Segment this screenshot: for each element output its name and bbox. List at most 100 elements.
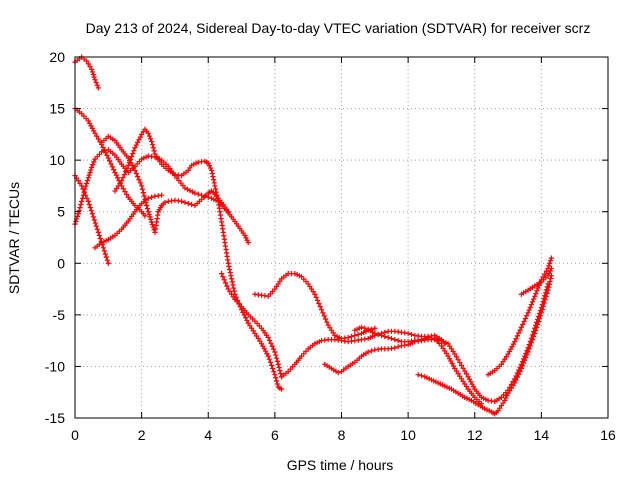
data-point <box>221 277 227 283</box>
data-point <box>372 330 378 337</box>
data-point <box>92 77 98 83</box>
data-point <box>520 321 526 327</box>
data-point <box>211 180 217 186</box>
data-point <box>149 194 155 200</box>
data-point <box>277 367 283 374</box>
data-point <box>135 174 141 180</box>
data-point <box>227 269 233 276</box>
data-point <box>514 333 520 339</box>
data-point <box>548 255 554 261</box>
data-point <box>91 159 97 165</box>
data-point <box>137 134 143 140</box>
data-point <box>243 235 249 241</box>
data-point <box>531 296 537 302</box>
data-point <box>228 273 234 279</box>
data-point <box>368 348 375 354</box>
y-tick-label: 15 <box>49 101 65 117</box>
data-point <box>85 175 91 181</box>
data-point <box>99 149 105 155</box>
data-point <box>119 178 125 184</box>
data-point <box>388 335 395 342</box>
data-point <box>320 310 326 316</box>
data-point <box>81 189 87 195</box>
data-point <box>73 218 79 225</box>
data-point <box>524 313 530 319</box>
data-point <box>375 331 381 338</box>
data-point <box>527 304 533 310</box>
data-point <box>525 349 531 355</box>
data-point <box>242 315 249 321</box>
data-point <box>512 380 518 386</box>
data-point <box>542 271 548 277</box>
data-point <box>136 137 142 143</box>
data-point <box>122 189 128 195</box>
grid-lines <box>75 57 608 418</box>
data-point <box>195 191 201 197</box>
data-markers <box>72 54 554 417</box>
data-point <box>418 337 425 343</box>
data-point <box>209 170 215 177</box>
data-point <box>244 237 250 243</box>
data-point <box>120 186 126 192</box>
data-point <box>84 180 90 186</box>
data-point <box>108 161 114 167</box>
data-point <box>527 343 533 349</box>
data-point <box>228 276 235 282</box>
data-point <box>422 335 428 342</box>
data-point <box>214 195 221 201</box>
data-point <box>546 270 552 276</box>
data-point <box>478 400 485 407</box>
data-point <box>207 165 214 171</box>
data-point <box>245 240 251 246</box>
data-point <box>135 139 141 146</box>
data-point <box>266 337 273 344</box>
data-point <box>137 180 143 186</box>
data-point <box>537 279 543 286</box>
data-point <box>82 186 88 192</box>
data-point <box>270 346 277 352</box>
data-point <box>272 372 278 378</box>
axes: 0 2 4 6 8 10 12 14 16 -15 -10 -5 0 5 10 15 20 <box>45 49 616 443</box>
data-point <box>84 58 90 64</box>
data-point <box>523 354 529 361</box>
data-point <box>140 190 146 196</box>
series-track-9 <box>252 271 378 342</box>
data-point <box>205 160 211 166</box>
x-tick-label: 0 <box>71 427 79 443</box>
series-track-6 <box>99 133 231 235</box>
data-point <box>212 186 219 192</box>
data-point <box>105 155 111 161</box>
data-point <box>267 359 274 365</box>
series-track-13 <box>415 273 554 417</box>
x-tick-label: 10 <box>400 427 416 443</box>
data-point <box>547 268 553 274</box>
data-point <box>268 340 274 346</box>
data-point <box>395 344 401 350</box>
data-point <box>143 199 149 206</box>
data-point <box>74 213 81 219</box>
data-point <box>522 357 528 363</box>
data-point <box>385 334 391 341</box>
data-point <box>91 74 97 80</box>
data-point <box>547 260 553 266</box>
data-point <box>274 381 280 387</box>
data-point <box>139 183 145 189</box>
data-point <box>322 316 329 322</box>
data-point <box>86 172 92 178</box>
data-point <box>546 263 552 269</box>
data-point <box>529 299 536 305</box>
data-point <box>222 280 229 286</box>
data-point <box>112 169 118 176</box>
data-point <box>127 156 134 163</box>
data-point <box>372 325 378 331</box>
data-point <box>202 193 208 199</box>
data-point <box>109 164 115 170</box>
data-point <box>144 206 151 212</box>
data-point <box>516 330 522 336</box>
data-point <box>210 174 216 180</box>
data-point <box>208 167 215 174</box>
series-track-1 <box>72 54 101 91</box>
data-point <box>268 362 275 368</box>
data-point <box>314 297 321 304</box>
data-point <box>537 313 544 319</box>
